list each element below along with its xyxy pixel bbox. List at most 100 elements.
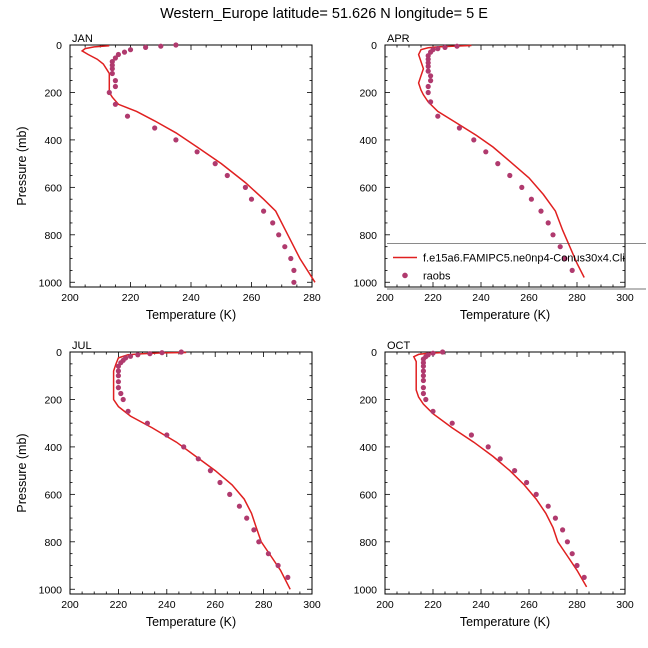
raobs-point (285, 574, 291, 581)
raobs-point (497, 456, 503, 462)
raobs-point (425, 56, 431, 62)
y-tick-label: 800 (359, 537, 377, 549)
x-tick-label: 300 (616, 599, 634, 611)
legend-marker-swatch (402, 272, 408, 279)
raobs-point (442, 44, 448, 51)
x-tick-label: 260 (243, 292, 261, 304)
raobs-point (425, 63, 431, 69)
raobs-point (291, 279, 297, 285)
raobs-point (115, 385, 121, 391)
raobs-point (276, 232, 282, 238)
raobs-point (483, 149, 489, 155)
x-tick-label: 280 (255, 599, 273, 611)
raobs-point (449, 420, 455, 426)
raobs-point (420, 390, 426, 397)
y-tick-label: 800 (359, 230, 377, 242)
raobs-point (423, 396, 429, 403)
panel-label: JUL (72, 340, 92, 352)
x-tick-label: 240 (472, 599, 490, 611)
x-tick-label: 200 (376, 599, 394, 611)
model-profile-line (80, 44, 316, 283)
x-tick-label: 300 (303, 599, 321, 611)
y-tick-label: 400 (359, 135, 377, 147)
y-axis-label: Pressure (mb) (15, 126, 29, 205)
raobs-point (112, 83, 118, 90)
y-tick-label: 0 (56, 40, 62, 52)
raobs-point (538, 208, 544, 214)
raobs-point (127, 353, 134, 359)
raobs-point (428, 78, 434, 84)
raobs-point (124, 113, 131, 119)
raobs-point (557, 244, 563, 250)
x-tick-label: 220 (424, 599, 442, 611)
raobs-point (420, 385, 426, 391)
raobs-point (143, 44, 149, 51)
raobs-point (545, 220, 551, 226)
raobs-point (152, 125, 158, 131)
raobs-point (173, 137, 179, 143)
raobs-point (435, 113, 441, 119)
raobs-point (560, 527, 566, 533)
y-tick-label: 200 (44, 394, 62, 406)
y-tick-label: 1000 (39, 584, 63, 596)
y-tick-label: 200 (359, 87, 377, 99)
raobs-point (430, 350, 436, 356)
raobs-point (265, 551, 271, 557)
y-tick-label: 200 (44, 87, 62, 99)
x-axis-label: Temperature (K) (146, 308, 236, 322)
raobs-point (115, 363, 121, 369)
raobs-point (227, 491, 233, 497)
raobs-point (420, 377, 426, 384)
plot-frame (69, 351, 313, 595)
x-axis-label: Temperature (K) (460, 615, 550, 629)
raobs-point (428, 99, 434, 105)
plot-frame (69, 44, 313, 288)
raobs-point (164, 432, 170, 438)
raobs-point (251, 527, 257, 533)
raobs-point (519, 184, 525, 190)
y-tick-label: 1000 (354, 277, 378, 289)
x-tick-label: 260 (206, 599, 224, 611)
raobs-point (550, 232, 556, 238)
raobs-point (109, 59, 115, 65)
y-tick-label: 0 (56, 347, 62, 359)
x-tick-label: 220 (424, 292, 442, 304)
raobs-point (425, 68, 431, 74)
raobs-point (195, 456, 201, 462)
plot-frame (384, 44, 626, 288)
raobs-point (118, 390, 124, 397)
raobs-point (178, 349, 184, 355)
raobs-point (495, 161, 501, 167)
raobs-point (511, 468, 518, 474)
raobs-point (420, 373, 426, 379)
y-tick-label: 200 (359, 394, 377, 406)
raobs-point (507, 172, 513, 179)
y-tick-label: 600 (44, 489, 62, 501)
y-axis-label: Pressure (mb) (15, 433, 29, 512)
x-tick-label: 260 (520, 599, 538, 611)
x-tick-label: 240 (472, 292, 490, 304)
raobs-point (430, 408, 436, 414)
panel-label: JAN (72, 33, 93, 45)
raobs-point (435, 46, 441, 52)
raobs-point (569, 551, 575, 557)
raobs-point (533, 491, 539, 497)
y-tick-label: 400 (359, 442, 377, 454)
raobs-point (135, 352, 141, 358)
raobs-point (207, 468, 213, 474)
raobs-point (440, 349, 446, 355)
y-tick-label: 600 (359, 489, 377, 501)
raobs-point (115, 51, 121, 58)
y-tick-label: 600 (359, 182, 377, 194)
raobs-point (420, 368, 426, 374)
raobs-point (244, 515, 250, 521)
raobs-point (106, 89, 112, 96)
raobs-point (147, 351, 153, 357)
raobs-point (545, 503, 551, 509)
x-tick-label: 280 (568, 599, 586, 611)
x-tick-label: 240 (182, 292, 200, 304)
raobs-point (270, 220, 276, 226)
x-tick-label: 200 (61, 292, 79, 304)
y-tick-label: 400 (44, 135, 62, 147)
panel-label: APR (387, 33, 410, 45)
